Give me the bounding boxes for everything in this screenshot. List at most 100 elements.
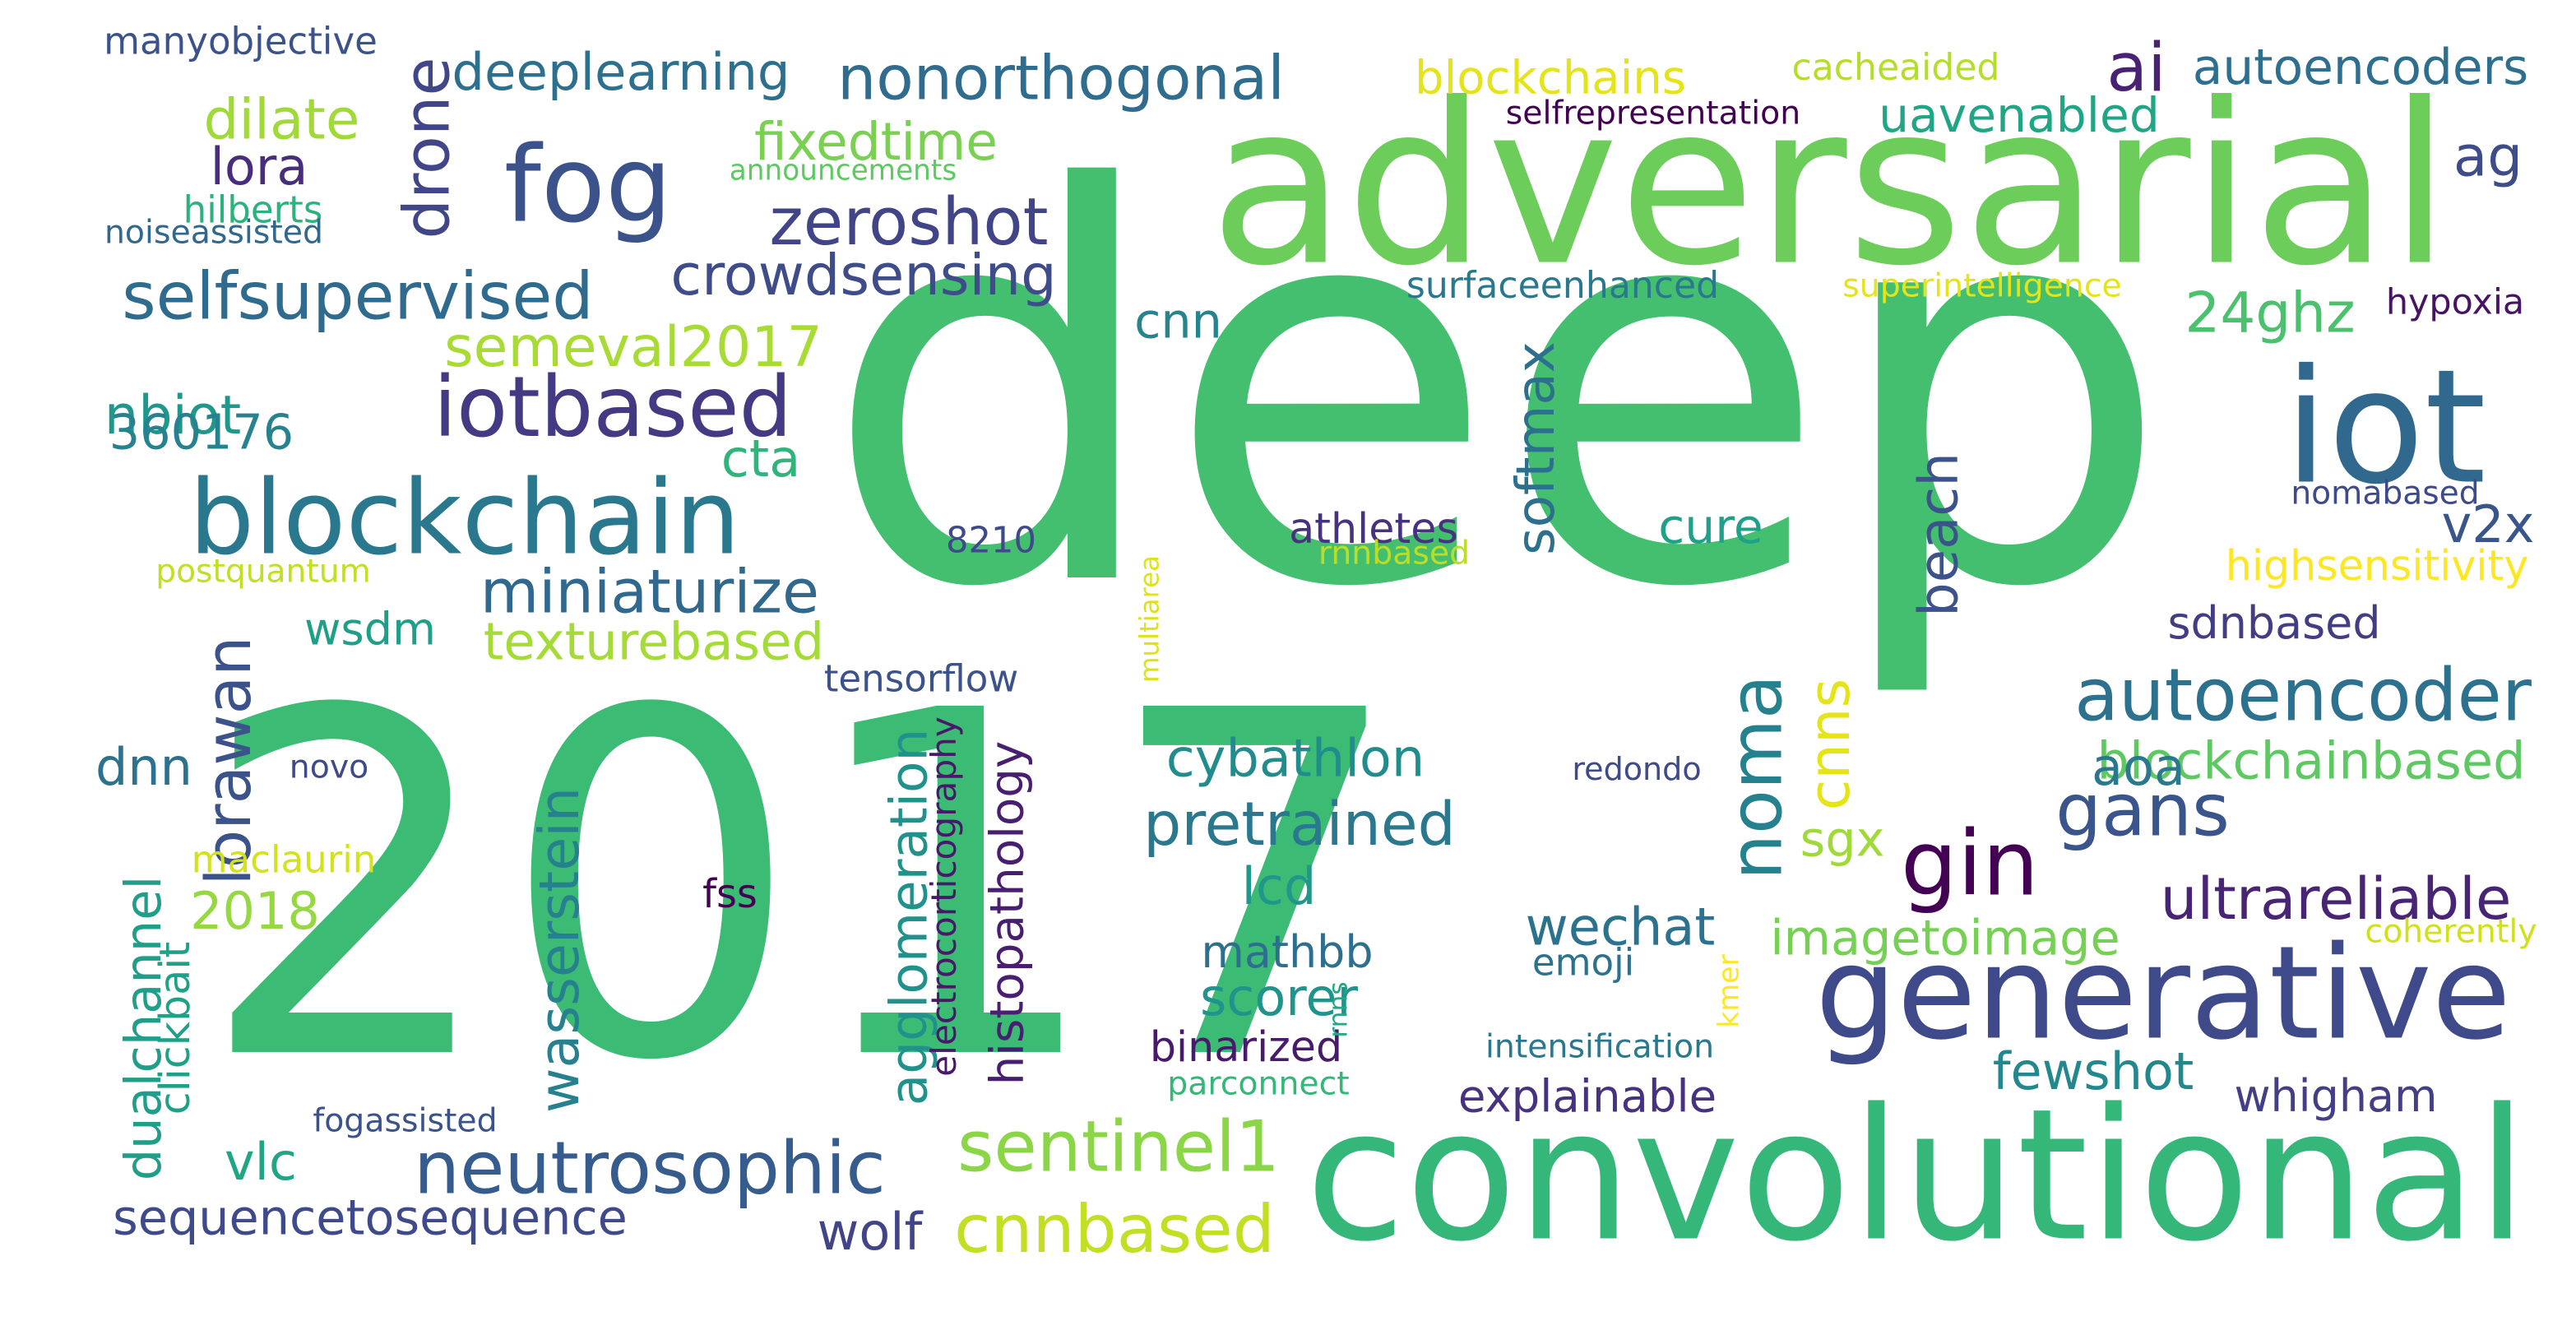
- word-wsdm: wsdm: [304, 604, 436, 656]
- word-zeroshot: zeroshot: [769, 184, 1048, 260]
- word-pretrained: pretrained: [1143, 790, 1456, 860]
- word-coherently: coherently: [2365, 913, 2537, 951]
- word-surfaceenhanced: surfaceenhanced: [1406, 265, 1719, 307]
- word-cnns: cnns: [1797, 679, 1863, 810]
- word-deeplearning: deeplearning: [452, 42, 790, 102]
- word-neutrosophic: neutrosophic: [414, 1126, 886, 1211]
- word-sequencetosequence: sequencetosequence: [113, 1189, 628, 1246]
- word-hilberts: hilberts: [183, 188, 323, 232]
- word-360176: 360176: [109, 404, 294, 461]
- word-whigham: whigham: [2234, 1070, 2437, 1122]
- word-noma: noma: [1714, 674, 1799, 880]
- word-cybathlon: cybathlon: [1166, 729, 1425, 790]
- word-agglomeration: agglomeration: [879, 729, 939, 1105]
- word-binarized: binarized: [1150, 1022, 1342, 1071]
- word-fixedtime: fixedtime: [754, 112, 998, 172]
- word-sentinel1: sentinel1: [957, 1107, 1280, 1189]
- word-superintelligence: superintelligence: [1842, 267, 2121, 305]
- word-aoa: aoa: [2092, 737, 2185, 797]
- word-24ghz: 24ghz: [2185, 280, 2355, 345]
- word-selfrepresentation: selfrepresentation: [1506, 95, 1800, 132]
- word-histopathology: histopathology: [981, 741, 1035, 1086]
- word-drone: drone: [391, 57, 465, 239]
- word-maclaurin: maclaurin: [192, 838, 377, 882]
- word-cnn: cnn: [1134, 293, 1222, 350]
- word-dilate: dilate: [204, 87, 360, 152]
- word-2018: 2018: [190, 881, 320, 941]
- word-miniaturize: miniaturize: [480, 558, 819, 628]
- word-vlc: vlc: [225, 1132, 297, 1192]
- word-ultrareliable: ultrareliable: [2161, 864, 2512, 933]
- word-sdnbased: sdnbased: [2167, 597, 2380, 649]
- word-cacheaided: cacheaided: [1792, 47, 2000, 89]
- word-convolutional: convolutional: [1305, 1071, 2527, 1282]
- word-clickbait: clickbait: [151, 942, 199, 1115]
- word-cure: cure: [1658, 498, 1763, 554]
- word-electrocorticography: electrocorticography: [924, 716, 964, 1077]
- word-ai: ai: [2106, 29, 2166, 107]
- word-iot: iot: [2284, 336, 2486, 520]
- word-blockchain: blockchain: [189, 459, 740, 578]
- word-blockchainbased: blockchainbased: [2096, 731, 2525, 791]
- word-dnn: dnn: [95, 737, 192, 797]
- word-fogassisted: fogassisted: [313, 1102, 497, 1140]
- word-cta: cta: [721, 429, 800, 489]
- word-lora: lora: [211, 137, 308, 197]
- word-iotbased: iotbased: [433, 359, 792, 456]
- word-explainable: explainable: [1458, 1070, 1717, 1123]
- word-uavenabled: uavenabled: [1879, 87, 2160, 143]
- word-semeval2017: semeval2017: [444, 315, 822, 380]
- word-fss: fss: [702, 872, 758, 917]
- word-kmer: kmer: [1713, 954, 1746, 1028]
- word-deep: deep: [822, 76, 2171, 705]
- word-cnnbased: cnnbased: [954, 1191, 1275, 1268]
- word-blockchains: blockchains: [1415, 52, 1686, 105]
- word-wolf: wolf: [818, 1202, 924, 1262]
- word-nomabased: nomabased: [2291, 475, 2479, 512]
- word-hypoxia: hypoxia: [2386, 282, 2524, 323]
- word-emoji: emoji: [1532, 941, 1634, 985]
- word-2017: 2017: [197, 612, 1406, 1165]
- word-noiseassisted: noiseassisted: [104, 214, 323, 252]
- word-scorer: scorer: [1200, 967, 1359, 1027]
- word-crowdsensing: crowdsensing: [670, 243, 1056, 308]
- word-imagetoimage: imagetoimage: [1770, 910, 2120, 966]
- word-nbiot: nbiot: [104, 384, 241, 447]
- word-redondo: redondo: [1572, 751, 1701, 787]
- word-announcements: announcements: [730, 155, 957, 188]
- word-autoencoders: autoencoders: [2193, 39, 2528, 96]
- word-selfsupervised: selfsupervised: [122, 258, 593, 335]
- word-mathbb: mathbb: [1201, 926, 1373, 978]
- word-fewshot: fewshot: [1993, 1041, 2194, 1101]
- word-softmax: softmax: [1505, 341, 1567, 555]
- word-v2x: v2x: [2442, 494, 2535, 554]
- word-lorawan: lorawan: [192, 636, 265, 885]
- word-rnns: rnns: [1324, 981, 1354, 1037]
- word-autoencoder: autoencoder: [2074, 653, 2532, 738]
- word-highsensitivity: highsensitivity: [2226, 541, 2529, 590]
- word-nonorthogonal: nonorthogonal: [837, 43, 1285, 114]
- word-multiarea: multiarea: [1134, 555, 1165, 683]
- word-novo: novo: [290, 749, 368, 786]
- word-athletes: athletes: [1289, 504, 1458, 553]
- word-beach: beach: [1908, 452, 1971, 617]
- word-gin: gin: [1901, 812, 2039, 916]
- word-intensification: intensification: [1485, 1028, 1714, 1066]
- word-adversarial: adversarial: [1209, 56, 2450, 315]
- word-postquantum: postquantum: [155, 554, 371, 591]
- word-fog: fog: [504, 124, 672, 247]
- word-lcd: lcd: [1242, 856, 1317, 916]
- word-wasserstein: wasserstein: [527, 787, 591, 1113]
- word-parconnect: parconnect: [1167, 1065, 1350, 1103]
- word-generative: generative: [1815, 919, 2511, 1068]
- word-rnnbased: rnnbased: [1318, 535, 1470, 572]
- word-ag: ag: [2453, 124, 2523, 189]
- word-wechat: wechat: [1526, 897, 1716, 958]
- word-8210: 8210: [946, 521, 1036, 562]
- word-texturebased: texturebased: [484, 612, 824, 672]
- word-tensorflow: tensorflow: [824, 657, 1019, 701]
- word-dualchannel: dualchannel: [115, 876, 173, 1181]
- word-gans: gans: [2055, 768, 2230, 853]
